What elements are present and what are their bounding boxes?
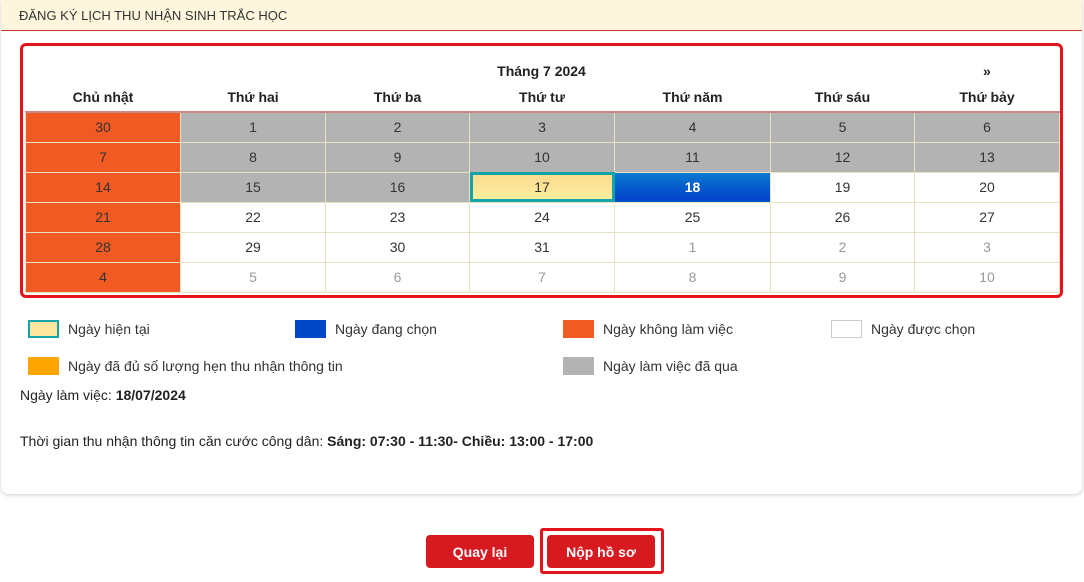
weekday-header: Chủ nhật <box>25 82 181 113</box>
day-cell[interactable]: 23 <box>325 201 470 233</box>
legend-item: Ngày được chọn <box>831 320 975 338</box>
day-cell[interactable]: 24 <box>469 201 615 233</box>
day-cell[interactable]: 27 <box>914 201 1060 233</box>
legend-item: Ngày đang chọn <box>295 320 437 338</box>
weekday-header: Thứ tư <box>469 82 615 113</box>
legend-item: Ngày làm việc đã qua <box>563 357 738 375</box>
weekday-header: Thứ ba <box>325 82 470 113</box>
calendar-week: 28 29 30 31 1 2 3 <box>25 231 1060 263</box>
day-cell[interactable]: 17 <box>469 171 615 203</box>
legend-label: Ngày hiện tại <box>68 321 150 337</box>
legend-label: Ngày được chọn <box>871 321 976 337</box>
day-cell[interactable]: 31 <box>469 231 615 263</box>
day-cell[interactable]: 20 <box>914 171 1060 203</box>
legend-label: Ngày làm việc đã qua <box>603 358 738 374</box>
registration-card: ĐĂNG KÝ LỊCH THU NHẬN SINH TRẮC HỌC Thán… <box>1 0 1082 494</box>
day-cell: 10 <box>914 261 1060 293</box>
calendar-week: 21 22 23 24 25 26 27 <box>25 201 1060 233</box>
legend-swatch <box>295 320 326 338</box>
day-cell: 28 <box>25 231 181 263</box>
day-cell: 4 <box>25 261 181 293</box>
calendar: Tháng 7 2024 » Chủ nhật Thứ hai Thứ ba Thứ … <box>20 43 1063 298</box>
weekday-header: Thứ bảy <box>914 82 1060 113</box>
day-cell: 3 <box>469 111 615 143</box>
day-cell: 1 <box>180 111 326 143</box>
legend-label: Ngày đã đủ số lượng hẹn thu nhận thông t… <box>68 358 343 374</box>
day-cell: 6 <box>325 261 470 293</box>
day-cell: 16 <box>325 171 470 203</box>
day-cell: 11 <box>614 141 771 173</box>
workday-value: 18/07/2024 <box>115 387 186 403</box>
day-cell: 5 <box>180 261 326 293</box>
calendar-week: 14 15 16 17 18 19 20 <box>25 171 1060 203</box>
day-cell: 5 <box>770 111 915 143</box>
day-cell: 6 <box>914 111 1060 143</box>
day-cell: 13 <box>914 141 1060 173</box>
day-cell[interactable]: 30 <box>325 231 470 263</box>
day-cell: 7 <box>25 141 181 173</box>
legend-swatch <box>563 320 594 338</box>
day-cell[interactable]: 26 <box>770 201 915 233</box>
page-title: ĐĂNG KÝ LỊCH THU NHẬN SINH TRẮC HỌC <box>1 0 1082 31</box>
day-cell: 10 <box>469 141 615 173</box>
legend-item: Ngày đã đủ số lượng hẹn thu nhận thông t… <box>28 357 343 375</box>
calendar-grid: Chủ nhật Thứ hai Thứ ba Thứ tư Thứ năm Thứ sá… <box>25 82 1060 293</box>
time-label: Thời gian thu nhận thông tin căn cước cô… <box>20 433 328 449</box>
legend-item: Ngày không làm việc <box>563 320 733 338</box>
legend-swatch <box>831 320 862 338</box>
legend-label: Ngày không làm việc <box>603 321 733 337</box>
submit-button[interactable]: Nộp hồ sơ <box>547 535 655 568</box>
day-cell: 8 <box>180 141 326 173</box>
back-button[interactable]: Quay lại <box>426 535 534 568</box>
calendar-week: 30 1 2 3 4 5 6 <box>25 111 1060 143</box>
legend-swatch <box>28 357 59 375</box>
day-cell: 2 <box>325 111 470 143</box>
calendar-week: 7 8 9 10 11 12 13 <box>25 141 1060 173</box>
day-cell: 9 <box>770 261 915 293</box>
submit-highlight <box>540 528 664 574</box>
weekday-header: Thứ năm <box>614 82 771 113</box>
day-cell[interactable]: 25 <box>614 201 771 233</box>
legend-label: Ngày đang chọn <box>335 321 437 337</box>
workday-info: Ngày làm việc: 18/07/2024 <box>20 387 186 403</box>
time-info: Thời gian thu nhận thông tin căn cước cô… <box>20 433 593 449</box>
day-cell: 2 <box>770 231 915 263</box>
calendar-week: 4 5 6 7 8 9 10 <box>25 261 1060 293</box>
day-cell: 30 <box>25 111 181 143</box>
legend-swatch <box>28 320 59 338</box>
legend-item: Ngày hiện tại <box>28 320 150 338</box>
day-cell[interactable]: 29 <box>180 231 326 263</box>
weekday-header: Thứ hai <box>180 82 326 113</box>
day-cell: 15 <box>180 171 326 203</box>
day-cell: 3 <box>914 231 1060 263</box>
legend-swatch <box>563 357 594 375</box>
day-cell[interactable]: 18 <box>614 171 771 203</box>
day-cell: 4 <box>614 111 771 143</box>
day-cell: 8 <box>614 261 771 293</box>
day-cell: 7 <box>469 261 615 293</box>
day-cell: 1 <box>614 231 771 263</box>
day-cell[interactable]: 22 <box>180 201 326 233</box>
day-cell: 9 <box>325 141 470 173</box>
day-cell: 14 <box>25 171 181 203</box>
time-value: Sáng: 07:30 - 11:30- Chiều: 13:00 - 17:0… <box>327 433 594 449</box>
day-cell: 21 <box>25 201 181 233</box>
month-title: Tháng 7 2024 <box>497 63 586 79</box>
weekday-header: Thứ sáu <box>770 82 915 113</box>
next-month-button[interactable]: » <box>983 63 991 79</box>
day-cell: 12 <box>770 141 915 173</box>
day-cell[interactable]: 19 <box>770 171 915 203</box>
workday-label: Ngày làm việc: <box>20 387 116 403</box>
